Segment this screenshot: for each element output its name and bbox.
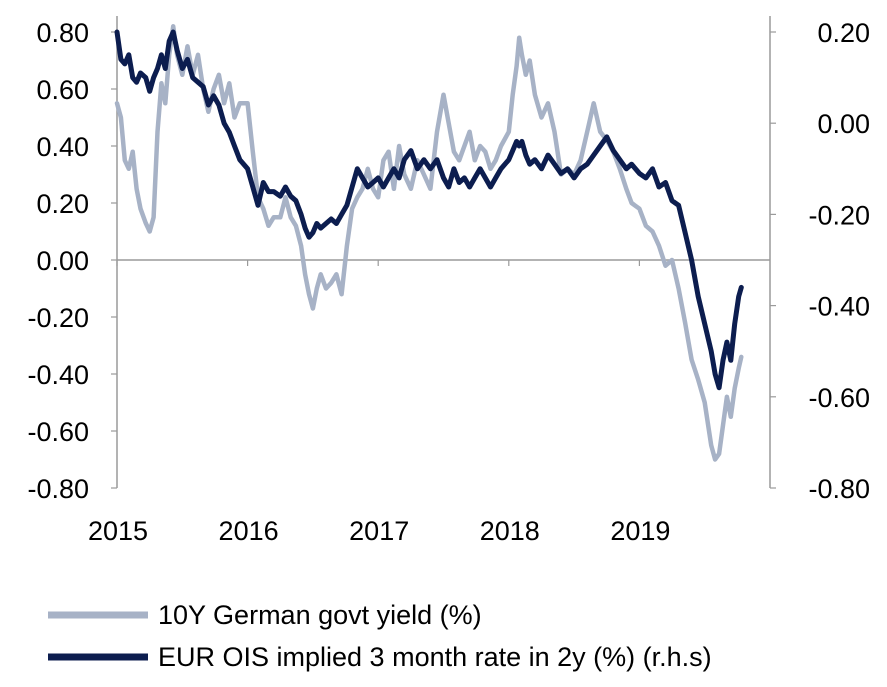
y-left-tick-label: 0.80 — [36, 18, 89, 48]
x-tick-label: 2015 — [88, 516, 148, 546]
y-right-tick-label: -0.80 — [808, 474, 870, 504]
axes — [111, 16, 776, 489]
legend: 10Y German govt yield (%) EUR OIS implie… — [48, 600, 712, 672]
y-right-tick-label: 0.00 — [817, 109, 870, 139]
y-left-tick-label: -0.60 — [27, 417, 89, 447]
series-line-eur-ois — [114, 29, 744, 391]
tick-labels: 0.80 0.60 0.40 0.20 0.00 -0.20 -0.40 -0.60 -0.80… — [27, 18, 870, 546]
y-right-tick-label: -0.60 — [808, 383, 870, 413]
y-right-tick-label: 0.20 — [817, 18, 870, 48]
legend-label-german-yield: 10Y German govt yield (%) — [158, 600, 482, 630]
y-left-tick-label: 0.00 — [36, 246, 89, 276]
y-left-tick-label: -0.40 — [27, 360, 89, 390]
y-left-tick-label: 0.40 — [36, 132, 89, 162]
series-lines — [114, 24, 744, 462]
x-tick-label: 2019 — [610, 516, 670, 546]
series-line-german-yield — [114, 24, 744, 462]
x-tick-label: 2017 — [349, 516, 409, 546]
y-left-tick-label: 0.60 — [36, 75, 89, 105]
y-left-tick-label: -0.80 — [27, 474, 89, 504]
y-right-tick-label: -0.40 — [808, 292, 870, 322]
x-tick-label: 2016 — [219, 516, 279, 546]
y-right-tick-label: -0.20 — [808, 200, 870, 230]
x-tick-label: 2018 — [480, 516, 540, 546]
y-left-tick-label: 0.20 — [36, 189, 89, 219]
y-left-tick-label: -0.20 — [27, 303, 89, 333]
legend-label-eur-ois: EUR OIS implied 3 month rate in 2y (%) (… — [158, 642, 712, 672]
